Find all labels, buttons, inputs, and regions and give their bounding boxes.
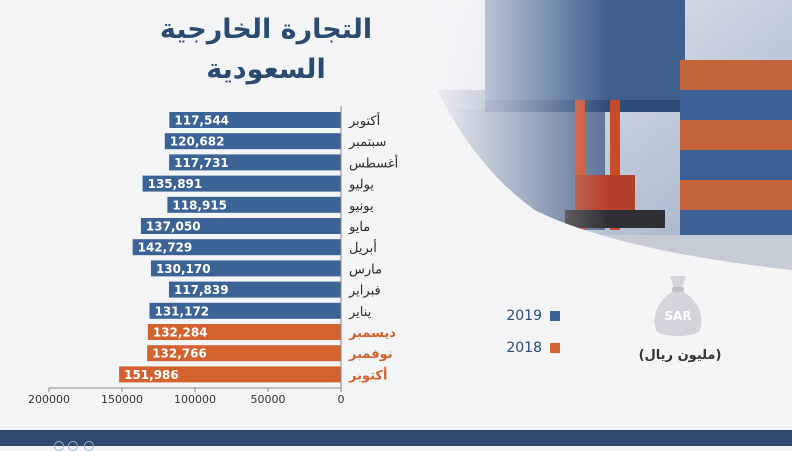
bar-value-label: 117,839: [174, 283, 229, 297]
bar-value-label: 130,170: [156, 262, 211, 276]
x-tick-label: 200000: [28, 393, 70, 406]
category-label: يوليو: [348, 178, 374, 193]
bar: [150, 260, 341, 277]
footer-dot-icon: [54, 441, 64, 451]
legend-item-2019: 2019: [470, 306, 560, 326]
bar: [119, 366, 342, 383]
legend-swatch: [550, 311, 560, 321]
bar: [169, 154, 341, 171]
bar: [164, 133, 341, 150]
category-label: أغسطس: [349, 154, 398, 171]
category-label: أبريل: [349, 239, 377, 256]
bar: [147, 345, 341, 362]
footer-dot-icon: [68, 441, 78, 451]
x-tick-label: 50000: [251, 393, 286, 406]
legend-label: 2019: [506, 308, 542, 324]
bar: [169, 112, 341, 128]
category-label: مايو: [348, 220, 370, 235]
x-tick-label: 0: [338, 393, 345, 406]
bar: [147, 324, 341, 340]
bar-value-label: 118,915: [172, 198, 227, 212]
bar-value-label: 117,544: [174, 114, 229, 128]
bar-value-label: 151,986: [124, 368, 179, 382]
category-label: فبراير: [348, 284, 381, 299]
x-axis: 200000 150000 100000 50000 0: [28, 106, 345, 406]
bar-value-label: 132,284: [153, 326, 208, 340]
x-tick-label: 100000: [174, 393, 216, 406]
bar-value-label: 135,891: [148, 177, 203, 191]
chart-title: التجارة الخارجية السعودية: [159, 14, 373, 85]
money-bag-label: SAR: [664, 309, 691, 323]
footer-bar: [0, 430, 792, 446]
category-label: يونيو: [348, 199, 374, 214]
footer-dot-icon: [84, 441, 94, 451]
bar-value-label: 142,729: [138, 241, 193, 255]
container-port-photo: [425, 0, 792, 270]
bar-value-label: 137,050: [146, 220, 201, 234]
bar-value-label: 117,731: [174, 156, 229, 170]
bars: 117,544 أكتوبر 120,682 سبتمبر 117,731 أغسطس 13…: [119, 112, 398, 383]
bar: [149, 302, 341, 319]
category-label: أكتوبر: [348, 366, 387, 383]
category-label: ديسمبر: [348, 326, 396, 341]
legend-swatch: [550, 343, 560, 353]
legend-label: 2018: [506, 340, 542, 356]
category-label: سبتمبر: [348, 135, 386, 150]
unit-label: (مليون ريال): [638, 348, 722, 363]
x-tick-label: 150000: [101, 393, 143, 406]
category-label: مارس: [349, 262, 382, 277]
category-label: أكتوبر: [348, 112, 380, 129]
bar: [132, 239, 341, 256]
legend-item-2018: 2018: [470, 338, 560, 358]
bar-value-label: 120,682: [170, 135, 225, 149]
bar: [167, 196, 341, 213]
category-label: يناير: [348, 305, 372, 320]
bar: [142, 175, 341, 192]
bar: [168, 281, 341, 298]
money-bag-icon: SAR: [654, 276, 702, 336]
bar-chart: 117,544 أكتوبر 120,682 سبتمبر 117,731 أغسطس 13…: [28, 106, 398, 406]
bar-value-label: 132,766: [152, 347, 207, 361]
category-label: نوفمبر: [348, 347, 393, 362]
bar: [140, 218, 341, 234]
bar-value-label: 131,172: [154, 304, 209, 318]
legend: 2019 2018: [470, 306, 560, 370]
